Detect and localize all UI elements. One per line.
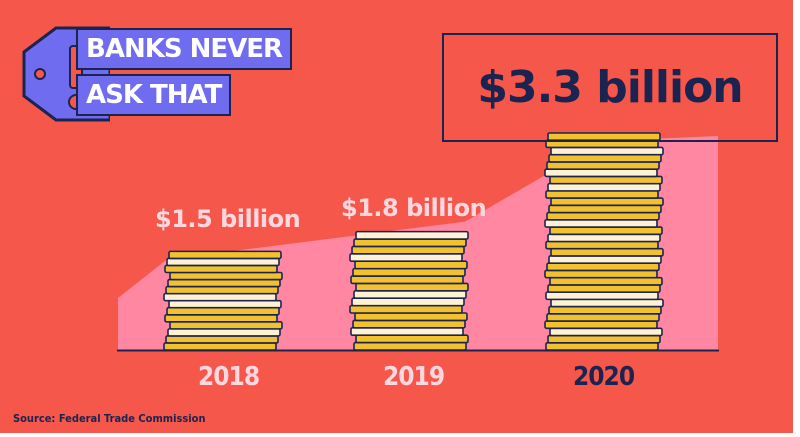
coin-2019-11 (354, 260, 468, 270)
logo-text-line2: ASK THAT (76, 74, 232, 116)
coin-2019-14 (353, 238, 467, 248)
coin-2019-13 (351, 245, 465, 255)
coin-2019-9 (350, 275, 464, 285)
coin-2020-25 (546, 161, 660, 170)
banks-never-ask-that-logo: BANKS NEVER ASK THAT (18, 24, 293, 124)
coin-2020-17 (544, 219, 658, 228)
coin-2018-5 (166, 306, 280, 316)
coin-2020-7 (545, 291, 659, 301)
source-note: Source: Federal Trade Commission (13, 412, 206, 425)
coin-2020-18 (546, 211, 660, 221)
coin-2020-13 (550, 247, 664, 257)
coin-2018-12 (166, 257, 280, 267)
coin-2020-26 (548, 153, 662, 163)
coin-2019-10 (352, 267, 466, 277)
coin-2018-0 (163, 342, 277, 351)
coin-2019-6 (351, 297, 465, 307)
coin-2019-1 (355, 334, 469, 344)
value-label-2019: $1.8 billion (341, 194, 487, 222)
coin-2020-21 (545, 190, 659, 199)
coin-2018-8 (165, 285, 279, 295)
tick-label-2020: 2020 (573, 362, 635, 392)
coin-2018-2 (167, 328, 281, 337)
coin-2020-9 (549, 276, 663, 286)
coin-2018-9 (167, 278, 281, 288)
coin-2018-13 (168, 250, 282, 260)
coin-2020-4 (546, 313, 660, 322)
frame-edge-bottom (0, 433, 800, 437)
coin-2020-24 (544, 168, 658, 178)
coin-2020-14 (545, 240, 659, 250)
coin-2018-7 (163, 292, 277, 302)
coin-2020-6 (550, 298, 664, 308)
coin-2019-3 (352, 319, 466, 329)
coin-2018-6 (168, 299, 282, 309)
logo-text-line1: BANKS NEVER (76, 28, 293, 70)
frame-edge-right (793, 0, 800, 437)
coin-2019-7 (353, 290, 467, 300)
coin-2019-4 (354, 312, 468, 322)
coin-2020-15 (547, 233, 661, 243)
tick-label-2018: 2018 (198, 362, 260, 392)
coin-2020-22 (547, 182, 661, 192)
tick-label-2019: 2019 (383, 362, 445, 392)
value-label-2018: $1.5 billion (155, 205, 301, 233)
coin-2018-4 (164, 313, 278, 323)
coin-2020-1 (547, 334, 661, 344)
coin-2019-15 (355, 230, 469, 240)
coin-2020-2 (549, 327, 663, 337)
coin-2018-11 (164, 264, 278, 274)
coin-2020-11 (546, 262, 660, 272)
coin-2020-19 (548, 204, 662, 214)
coin-2019-5 (349, 304, 463, 314)
coin-2020-12 (548, 255, 662, 264)
coin-2020-8 (547, 284, 661, 293)
coin-2019-0 (353, 341, 467, 351)
coin-2019-12 (349, 253, 463, 263)
coin-2018-10 (169, 271, 283, 281)
coin-2020-27 (550, 146, 664, 156)
coin-2020-10 (544, 269, 658, 279)
value-label-2020: $3.3 billion (477, 62, 743, 113)
coin-2020-3 (544, 320, 658, 330)
coin-2020-0 (545, 341, 659, 351)
highlight-value-box: $3.3 billion (442, 33, 778, 142)
coin-2018-1 (165, 335, 279, 344)
coin-2018-3 (169, 321, 283, 330)
coin-2019-2 (350, 327, 464, 337)
coin-2020-23 (549, 175, 663, 185)
coin-2020-20 (550, 197, 664, 207)
coin-2020-16 (549, 226, 663, 236)
coin-2020-5 (548, 305, 662, 315)
coin-2019-8 (355, 282, 469, 292)
